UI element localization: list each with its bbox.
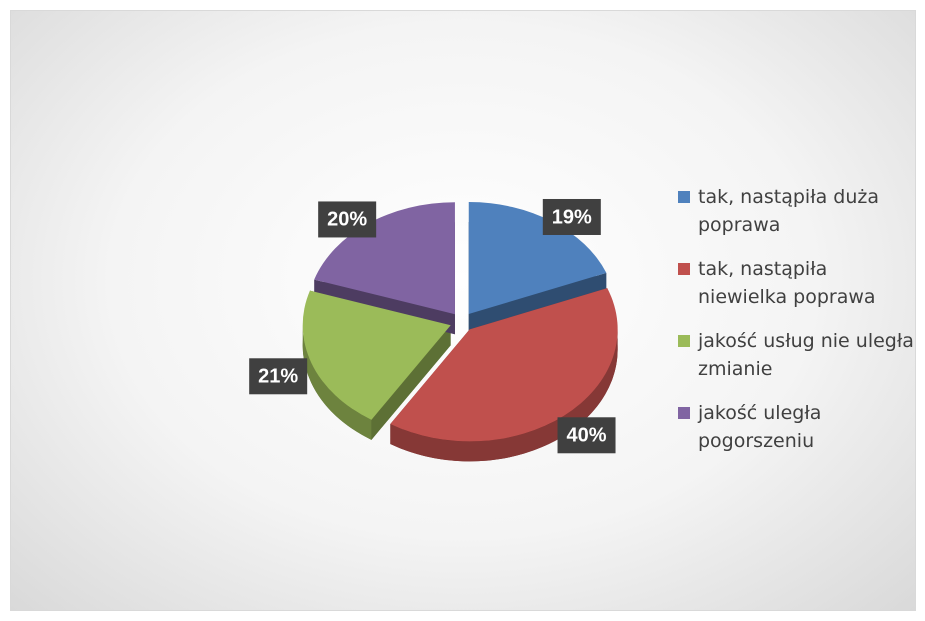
chart-area <box>10 10 916 611</box>
legend-swatch <box>678 191 690 203</box>
data-label: 19% <box>552 206 592 228</box>
legend-item: tak, nastąpiła niewielka poprawa <box>678 255 918 311</box>
data-label-box <box>542 198 601 235</box>
data-label-box <box>318 201 377 238</box>
pie-slice <box>314 202 455 315</box>
legend-swatch <box>678 335 690 347</box>
data-label: 40% <box>567 425 607 447</box>
legend: tak, nastąpiła duża poprawa tak, nastąpił… <box>678 183 918 471</box>
pie-slice <box>302 290 451 420</box>
legend-item: jakość uległa pogorszeniu <box>678 399 918 455</box>
pie-slice <box>468 202 607 315</box>
data-label: 20% <box>327 209 367 231</box>
legend-item: tak, nastąpiła duża poprawa <box>678 183 918 239</box>
legend-label: tak, nastąpiła duża poprawa <box>698 186 879 236</box>
data-label-box <box>557 417 616 454</box>
slice-wall <box>302 325 372 440</box>
pie-slice <box>390 288 618 442</box>
data-label: 21% <box>258 366 298 388</box>
legend-swatch <box>678 407 690 419</box>
legend-label: tak, nastąpiła niewielka poprawa <box>698 258 876 308</box>
legend-swatch <box>678 263 690 275</box>
data-label-box <box>249 358 308 395</box>
legend-label: jakość usług nie uległa zmianie <box>698 330 914 380</box>
legend-label: jakość uległa pogorszeniu <box>698 402 822 452</box>
legend-item: jakość usług nie uległa zmianie <box>678 327 918 383</box>
